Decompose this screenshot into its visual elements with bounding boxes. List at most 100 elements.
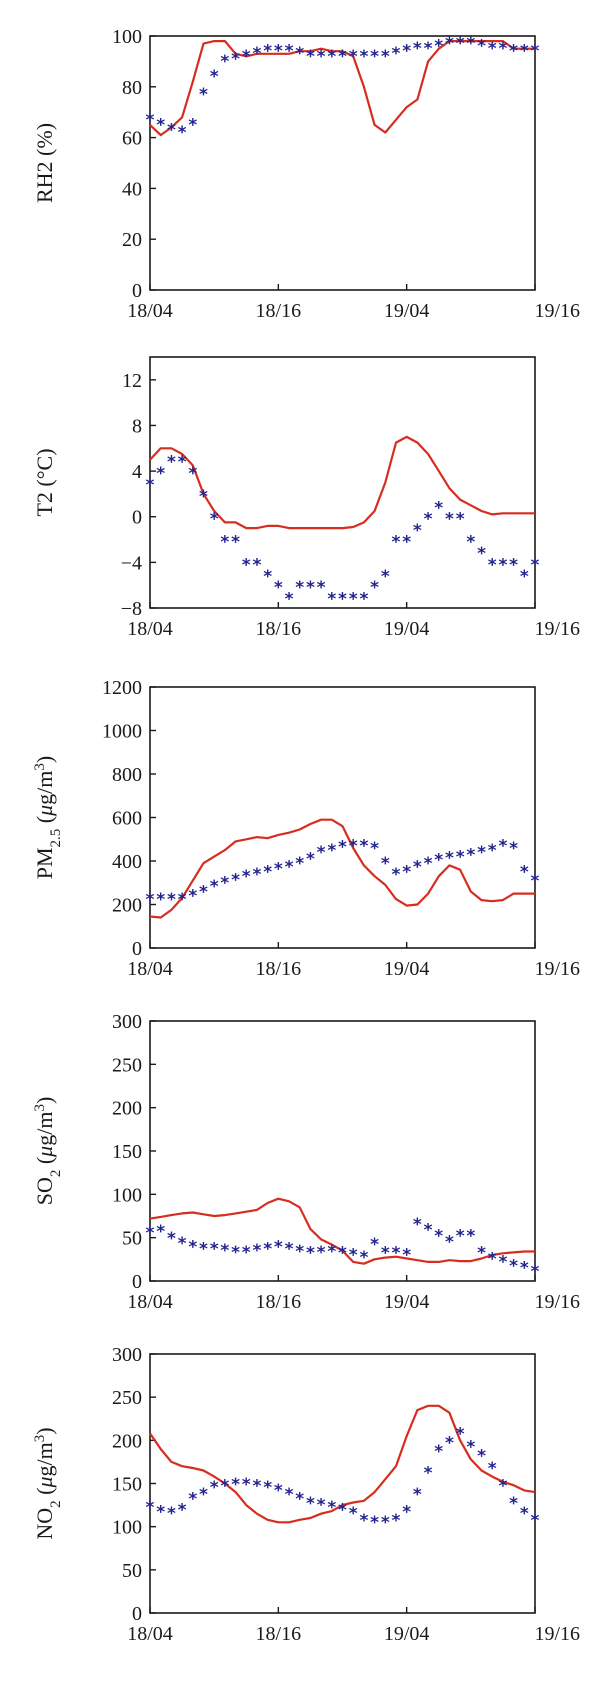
data-point: * — [509, 555, 518, 575]
data-point: * — [210, 67, 219, 87]
y-axis-title-part: μ — [32, 805, 57, 817]
data-point: * — [199, 1239, 208, 1259]
y-axis-title: NO2 (μg/m3) — [32, 1427, 64, 1539]
data-point: * — [327, 841, 336, 861]
data-point: * — [220, 52, 229, 72]
data-point: * — [188, 887, 197, 907]
data-point: * — [520, 1504, 529, 1524]
data-point: * — [274, 42, 283, 62]
data-point: * — [263, 1478, 272, 1498]
data-point: * — [445, 34, 454, 54]
y-axis-title: RH2 (%) — [32, 123, 57, 203]
data-point: * — [413, 521, 422, 541]
data-point: * — [445, 849, 454, 869]
data-point: * — [359, 47, 368, 67]
data-point: * — [498, 555, 507, 575]
x-tick-label: 19/04 — [384, 1291, 430, 1313]
x-tick-label: 19/16 — [534, 618, 580, 640]
data-point: * — [306, 850, 315, 870]
plot-frame — [149, 686, 536, 949]
y-tick-label: 60 — [122, 128, 142, 150]
data-point: * — [178, 123, 187, 143]
y-tick-label: 200 — [112, 1098, 142, 1120]
data-point: * — [295, 1242, 304, 1262]
data-point: * — [156, 1502, 165, 1522]
data-point: * — [327, 47, 336, 67]
data-point: * — [263, 863, 272, 883]
data-point: * — [477, 37, 486, 57]
data-point: * — [242, 867, 251, 887]
data-point: * — [285, 590, 294, 610]
data-point: * — [178, 1234, 187, 1254]
data-point: * — [285, 1485, 294, 1505]
y-axis-title-part: SO — [32, 1177, 57, 1205]
x-tick-label: 18/16 — [256, 958, 302, 980]
data-point: * — [199, 882, 208, 902]
y-axis-title-part: ) — [32, 1427, 57, 1434]
y-tick-label: 1000 — [102, 721, 142, 743]
x-tick-label: 18/16 — [256, 1623, 302, 1645]
y-axis-title-part: ( — [32, 816, 57, 829]
y-tick-label: 200 — [112, 1430, 142, 1452]
data-point: * — [263, 567, 272, 587]
y-tick-label: 0 — [132, 1603, 142, 1625]
x-tick-label: 18/04 — [127, 958, 173, 980]
y-tick-label: 8 — [132, 415, 142, 437]
data-point: * — [381, 1513, 390, 1533]
data-point: * — [285, 857, 294, 877]
series-line — [149, 39, 535, 137]
data-point: * — [263, 1239, 272, 1259]
y-axis-title-part: g/m — [32, 1442, 57, 1476]
data-point: * — [413, 1215, 422, 1235]
data-point: * — [392, 1244, 401, 1264]
data-point: * — [531, 1511, 540, 1531]
data-point: * — [188, 1238, 197, 1258]
data-point: * — [317, 1495, 326, 1515]
data-point: * — [338, 590, 347, 610]
y-axis-title: SO2 (μg/m3) — [32, 1097, 64, 1206]
y-axis-title: PM2.5 (μg/m3) — [32, 756, 64, 879]
data-point: * — [434, 498, 443, 518]
data-point: * — [156, 115, 165, 135]
data-point: * — [156, 890, 165, 910]
data-point: * — [274, 578, 283, 598]
y-tick-label: 100 — [112, 1184, 142, 1206]
data-point: * — [434, 851, 443, 871]
data-point: * — [295, 1489, 304, 1509]
y-tick-label: 0 — [132, 280, 142, 302]
series-line — [149, 1404, 536, 1524]
data-point: * — [231, 49, 240, 69]
data-point: * — [306, 1244, 315, 1264]
y-tick-label: 12 — [122, 370, 142, 392]
data-point: * — [274, 859, 283, 879]
y-tick-label: 40 — [122, 178, 142, 200]
data-point: * — [188, 464, 197, 484]
data-point: * — [210, 1478, 219, 1498]
x-tick-label: 19/04 — [384, 958, 430, 980]
data-point: * — [306, 47, 315, 67]
x-tick-label: 18/04 — [127, 1291, 173, 1313]
y-axis-title-part: RH2 (%) — [32, 123, 57, 203]
y-axis-title-part: PM — [32, 847, 57, 879]
data-point: * — [327, 1498, 336, 1518]
y-axis-title-part: 2.5 — [48, 829, 64, 848]
y-tick-label: 20 — [122, 229, 142, 251]
data-point: * — [509, 42, 518, 62]
data-point: * — [338, 1501, 347, 1521]
data-point: * — [188, 1489, 197, 1509]
data-point: * — [220, 1241, 229, 1261]
data-point: * — [252, 865, 261, 885]
data-point: * — [220, 874, 229, 894]
data-point: * — [317, 578, 326, 598]
x-tick-label: 19/16 — [534, 1291, 580, 1313]
data-point: * — [402, 1245, 411, 1265]
x-tick-label: 18/04 — [127, 618, 173, 640]
data-point: * — [381, 1244, 390, 1264]
plot-frame — [149, 1353, 536, 1614]
y-axis-title-part: 2 — [48, 1500, 64, 1508]
y-tick-label: 800 — [112, 764, 142, 786]
data-point: * — [242, 1475, 251, 1495]
data-point: * — [146, 1498, 155, 1518]
